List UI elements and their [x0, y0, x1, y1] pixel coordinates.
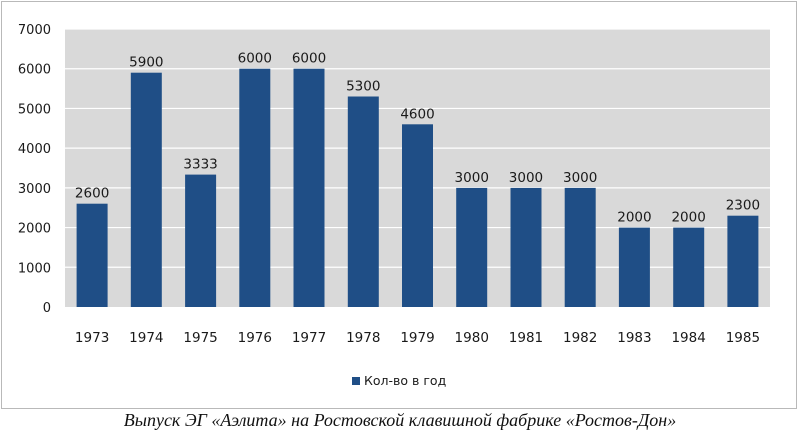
x-tick-label: 1975 — [183, 330, 217, 346]
bar — [76, 203, 108, 307]
data-label: 3333 — [183, 157, 217, 173]
figure-caption: Выпуск ЭГ «Аэлита» на Ростовской клавишн… — [123, 410, 677, 430]
x-tick-label: 1978 — [346, 330, 380, 346]
data-label: 6000 — [292, 51, 326, 67]
y-tick-label: 5000 — [18, 102, 51, 117]
data-label: 3000 — [563, 170, 597, 186]
y-tick-label: 1000 — [18, 261, 51, 276]
bar — [564, 187, 596, 307]
data-label: 2600 — [75, 186, 109, 202]
data-label: 4600 — [400, 106, 434, 122]
data-label: 2000 — [671, 210, 705, 226]
x-tick-label: 1973 — [75, 330, 109, 346]
x-tick-label: 1985 — [726, 330, 760, 346]
x-tick-label: 1980 — [455, 330, 489, 346]
data-label: 5900 — [129, 55, 163, 71]
legend-swatch — [352, 377, 360, 385]
x-tick-label: 1974 — [129, 330, 163, 346]
x-tick-label: 1983 — [617, 330, 651, 346]
x-tick-label: 1979 — [400, 330, 434, 346]
bar — [673, 227, 705, 307]
y-tick-label: 7000 — [18, 23, 51, 38]
y-tick-label: 3000 — [18, 182, 51, 197]
data-label: 6000 — [238, 51, 272, 67]
bar — [727, 215, 759, 307]
bar-chart: 0 1000 2000 3000 4000 5000 6000 7000 2600 1973 590… — [18, 23, 770, 388]
x-tick-label: 1984 — [671, 330, 705, 346]
x-tick-label: 1976 — [238, 330, 272, 346]
x-tick-label: 1982 — [563, 330, 597, 346]
legend-label: Кол-во в год — [364, 373, 446, 388]
bar — [130, 72, 162, 307]
bar — [456, 187, 488, 307]
data-label: 2000 — [617, 210, 651, 226]
data-label: 3000 — [455, 170, 489, 186]
bar — [347, 96, 379, 307]
bar — [293, 68, 325, 307]
bar — [185, 174, 217, 307]
data-label: 2300 — [726, 198, 760, 214]
bar — [510, 187, 542, 307]
y-tick-label: 2000 — [18, 222, 51, 237]
bar — [402, 124, 433, 307]
y-tick-label: 0 — [43, 301, 51, 316]
x-tick-label: 1981 — [509, 330, 543, 346]
data-label: 5300 — [346, 79, 380, 95]
y-tick-label: 4000 — [18, 142, 51, 157]
bar — [618, 227, 650, 307]
bar — [239, 68, 271, 307]
data-label: 3000 — [509, 170, 543, 186]
y-tick-label: 6000 — [18, 63, 51, 78]
x-tick-label: 1977 — [292, 330, 326, 346]
